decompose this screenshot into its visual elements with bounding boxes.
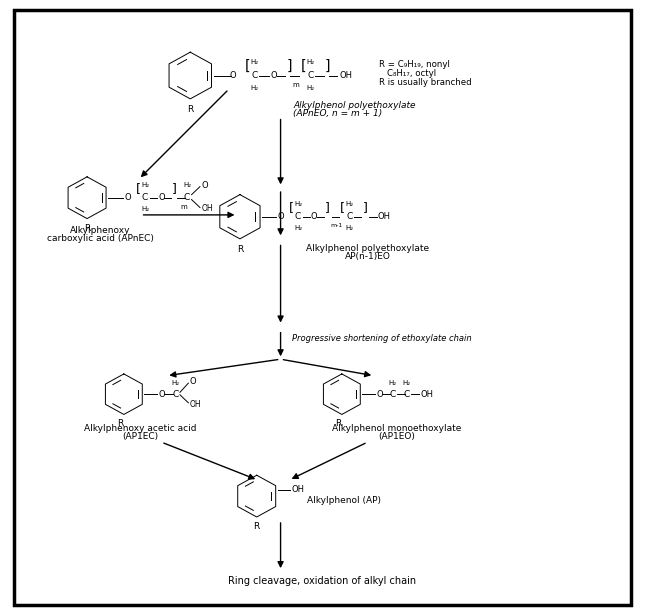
- Text: O: O: [311, 212, 317, 221]
- Text: (AP1EC): (AP1EC): [123, 432, 159, 441]
- Text: O: O: [277, 212, 284, 221]
- Text: H₂: H₂: [294, 225, 302, 231]
- Text: Alkylphenol monoethoxylate: Alkylphenol monoethoxylate: [332, 424, 461, 433]
- Text: [: [: [136, 182, 141, 195]
- Text: C: C: [346, 212, 353, 221]
- Text: O: O: [190, 378, 196, 386]
- Text: O: O: [230, 71, 236, 80]
- Text: OH: OH: [292, 486, 304, 494]
- Text: ]: ]: [325, 60, 331, 73]
- Text: R: R: [335, 419, 342, 428]
- Text: H₂: H₂: [307, 85, 315, 91]
- Text: H₂: H₂: [183, 182, 191, 188]
- Text: H₂: H₂: [141, 182, 149, 188]
- Text: H₂: H₂: [294, 201, 302, 208]
- Text: ]: ]: [325, 201, 330, 214]
- Text: Ring cleavage, oxidation of alkyl chain: Ring cleavage, oxidation of alkyl chain: [228, 577, 417, 586]
- Text: C: C: [252, 71, 258, 80]
- Text: AP(n-1)EO: AP(n-1)EO: [344, 252, 391, 261]
- Text: H₂: H₂: [251, 85, 259, 91]
- Text: H₂: H₂: [307, 59, 315, 65]
- Text: carboxylic acid (APnEC): carboxylic acid (APnEC): [46, 234, 154, 243]
- Text: m: m: [293, 82, 299, 88]
- Text: ]: ]: [172, 182, 177, 195]
- Text: [: [: [340, 201, 345, 214]
- Text: m: m: [180, 204, 186, 210]
- Text: O: O: [271, 71, 277, 80]
- Text: R: R: [84, 224, 90, 233]
- Text: H₂: H₂: [141, 206, 149, 212]
- Text: O: O: [201, 181, 208, 190]
- Text: R: R: [117, 419, 124, 428]
- Text: (AP1EO): (AP1EO): [378, 432, 415, 441]
- Text: H₂: H₂: [172, 380, 179, 386]
- Text: O: O: [158, 193, 164, 202]
- Text: OH: OH: [421, 390, 433, 398]
- Text: C: C: [172, 390, 179, 398]
- Text: H₂: H₂: [388, 380, 396, 386]
- Text: C: C: [142, 193, 148, 202]
- Text: R: R: [187, 106, 194, 114]
- Text: C: C: [403, 390, 410, 398]
- Text: m-1: m-1: [330, 223, 342, 228]
- Text: Alkylphenol (AP): Alkylphenol (AP): [307, 496, 381, 505]
- Text: C: C: [308, 71, 314, 80]
- Text: H₂: H₂: [251, 59, 259, 65]
- Text: C: C: [295, 212, 301, 221]
- Text: O: O: [124, 193, 131, 202]
- Text: (APnEO, n = m + 1): (APnEO, n = m + 1): [293, 109, 382, 118]
- Text: Alkylphenol polyethoxylate: Alkylphenol polyethoxylate: [306, 244, 429, 253]
- Text: C₈H₁₇, octyl: C₈H₁₇, octyl: [387, 69, 436, 78]
- Text: OH: OH: [201, 204, 213, 213]
- Text: [: [: [301, 60, 306, 73]
- Text: OH: OH: [339, 71, 352, 80]
- Text: H₂: H₂: [346, 201, 353, 208]
- Text: R: R: [253, 522, 260, 530]
- Text: Progressive shortening of ethoxylate chain: Progressive shortening of ethoxylate cha…: [292, 335, 471, 343]
- Text: H₂: H₂: [346, 225, 353, 231]
- Text: ]: ]: [362, 201, 368, 214]
- Text: OH: OH: [378, 212, 391, 221]
- Text: [: [: [244, 60, 250, 73]
- Text: OH: OH: [190, 400, 201, 408]
- Text: C: C: [389, 390, 395, 398]
- Text: [: [: [289, 201, 294, 214]
- Text: O: O: [376, 390, 382, 398]
- Text: Alkylphenoxy: Alkylphenoxy: [70, 226, 130, 235]
- Text: H₂: H₂: [402, 380, 410, 386]
- Text: C: C: [184, 193, 190, 202]
- FancyBboxPatch shape: [14, 10, 631, 605]
- Text: Alkylphenol polyethoxylate: Alkylphenol polyethoxylate: [293, 101, 416, 110]
- Text: ]: ]: [286, 60, 292, 73]
- Text: R is usually branched: R is usually branched: [379, 79, 472, 87]
- Text: R = C₉H₁₉, nonyl: R = C₉H₁₉, nonyl: [379, 60, 450, 69]
- Text: Alkylphenoxy acetic acid: Alkylphenoxy acetic acid: [84, 424, 197, 433]
- Text: O: O: [158, 390, 164, 398]
- Text: R: R: [237, 245, 243, 254]
